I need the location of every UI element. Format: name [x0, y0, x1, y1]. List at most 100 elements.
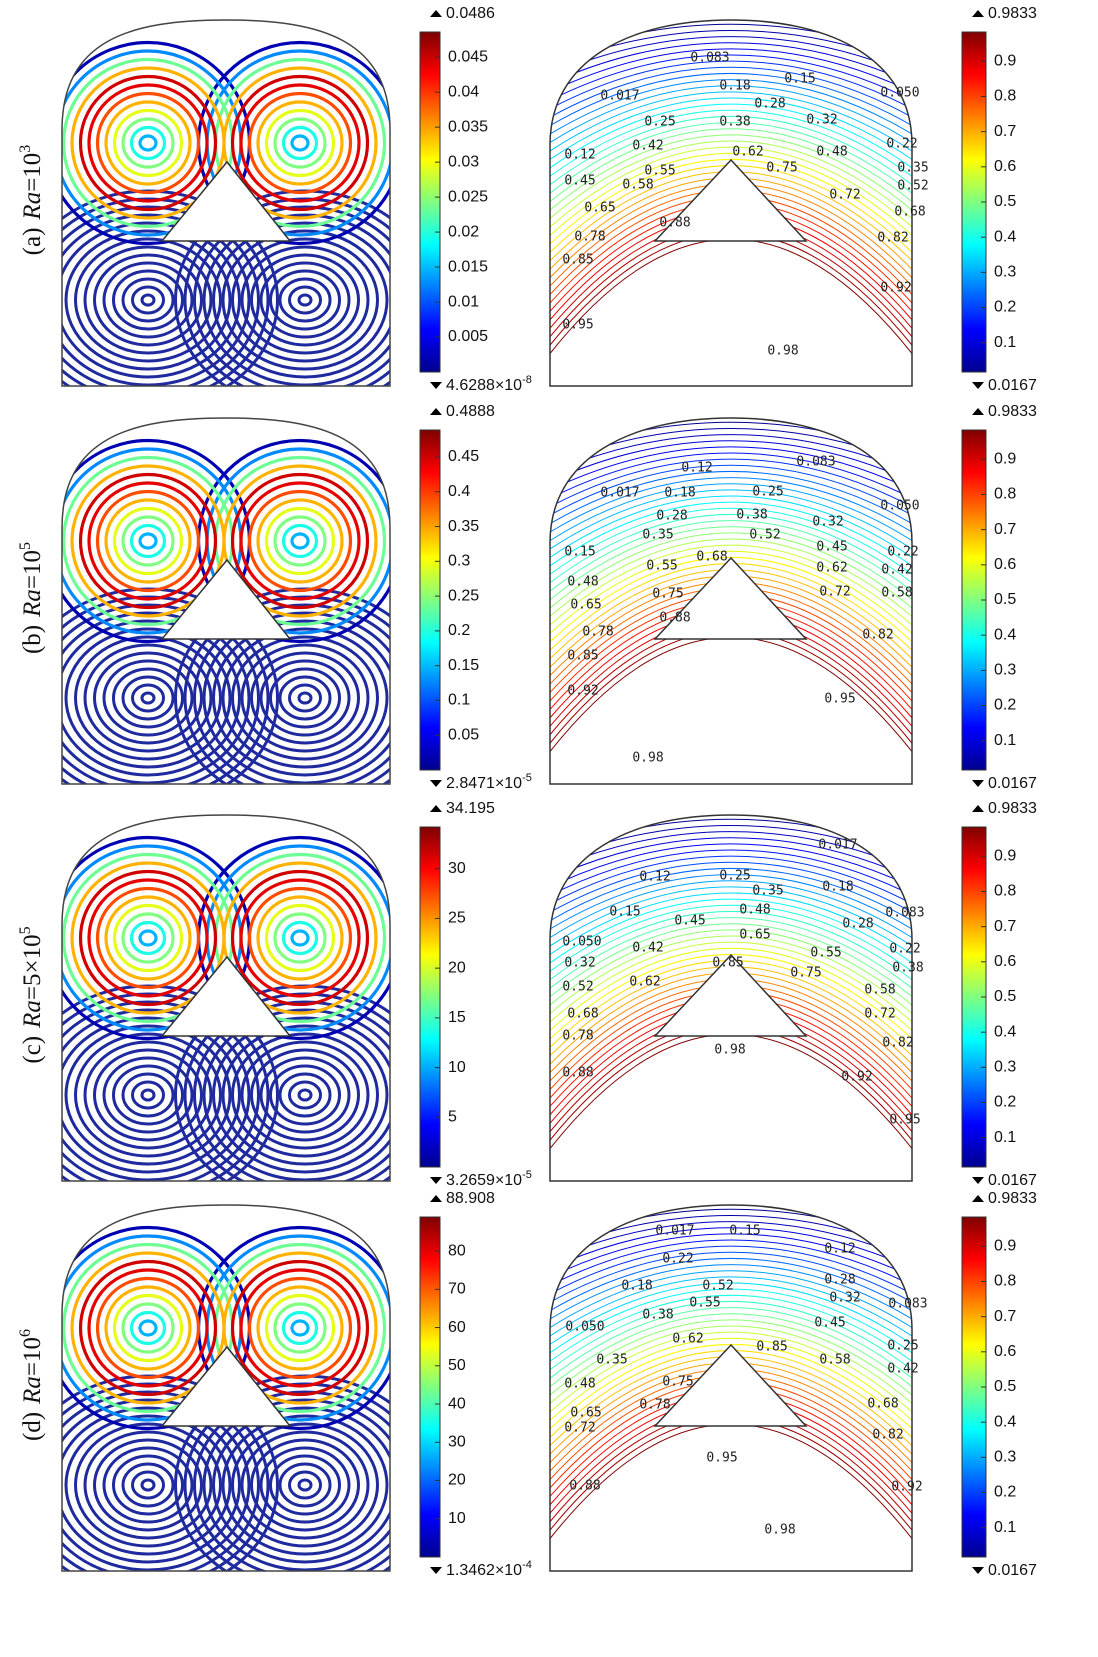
row-value: =10 — [19, 1337, 46, 1376]
isotherm-label: 0.52 — [897, 179, 928, 194]
isotherm-label: 0.15 — [609, 905, 640, 920]
isotherm-label: 0.050 — [880, 86, 919, 101]
colorbar-min-label: 2.8471×10 — [446, 775, 522, 792]
isotherm-label: 0.85 — [567, 649, 598, 664]
isotherm — [550, 73, 912, 130]
colorbar-tick-label: 0.2 — [448, 622, 470, 639]
lower-streamline — [202, 213, 390, 386]
upper-streamline — [222, 1251, 378, 1405]
colorbar-tick-label: 0.3 — [994, 1449, 1016, 1466]
isotherm-label: 0.88 — [659, 216, 690, 231]
lower-streamline — [121, 675, 175, 721]
isotherm — [550, 898, 912, 967]
isotherm — [550, 874, 912, 933]
isotherm — [550, 1331, 912, 1417]
upper-streamline — [239, 878, 361, 998]
upper-streamline — [138, 1319, 158, 1337]
obstacle — [653, 1343, 808, 1427]
isotherm-label: 0.28 — [656, 509, 687, 524]
isotherm — [550, 483, 912, 545]
isotherm — [550, 831, 912, 873]
lower-streamline — [231, 237, 379, 363]
lower-streamline — [140, 691, 156, 705]
isotherm-label: 0.12 — [681, 461, 712, 476]
colorbar-min: 1.3462×10-4 — [446, 1559, 532, 1579]
isotherm-label: 0.28 — [754, 97, 785, 112]
upper-streamline — [290, 1319, 310, 1337]
isotherm — [550, 489, 912, 553]
isotherm-label: 0.42 — [632, 139, 663, 154]
colorbar-min: 0.0167 — [988, 377, 1037, 394]
isotherm-label: 0.75 — [662, 1375, 693, 1390]
streamline-plot — [62, 1225, 390, 1571]
colorbar-tick-label: 0.025 — [448, 188, 488, 205]
colorbar-tick-label: 0.03 — [448, 153, 479, 170]
upper-streamline — [112, 506, 184, 576]
isotherm — [550, 544, 912, 630]
row-label: (a) Ra=103 — [17, 145, 46, 256]
row-symbol: Ra — [19, 192, 46, 221]
isotherm — [550, 630, 912, 750]
isotherm-label: 0.95 — [706, 1451, 737, 1466]
isotherm-label: 0.78 — [639, 1398, 670, 1413]
isotherm-label: 0.62 — [629, 975, 660, 990]
colorbar-tick-label: 0.7 — [994, 521, 1016, 538]
lower-streamline — [112, 1454, 184, 1516]
isotherm — [550, 91, 912, 155]
isotherm — [550, 232, 912, 352]
colorbar-tick-label: 0.9 — [994, 1238, 1016, 1255]
lower-streamline — [288, 285, 322, 315]
colorbar-tick-label: 25 — [448, 910, 466, 927]
colorbar-min-label: 4.6288×10 — [446, 377, 522, 394]
upper-streamline — [121, 1302, 175, 1354]
lower-streamline — [74, 1422, 222, 1548]
upper-streamline — [230, 869, 370, 1007]
isotherm-label: 0.28 — [842, 917, 873, 932]
colorbar-tick-label: 0.2 — [994, 697, 1016, 714]
isotherm-label: 0.55 — [810, 946, 841, 961]
lower-streamline — [278, 1072, 332, 1118]
isotherm-label: 0.25 — [644, 115, 675, 130]
lower-streamline — [74, 237, 222, 363]
row-exponent: 3 — [17, 145, 34, 153]
colorbar-tick-label: 0.3 — [994, 1059, 1016, 1076]
isotherm — [550, 868, 912, 925]
colorbar-max: 88.908 — [446, 1190, 495, 1207]
isotherm-label: 0.65 — [584, 201, 615, 216]
upper-streamline — [112, 903, 184, 973]
lower-streamline — [183, 992, 390, 1181]
upper-streamline — [256, 100, 344, 186]
isotherm-label: 0.72 — [819, 585, 850, 600]
colorbar-min: 2.8471×10-5 — [446, 772, 532, 792]
isotherm-outline — [549, 814, 913, 1182]
isotherm-label: 0.45 — [816, 540, 847, 555]
upper-streamline — [239, 1268, 361, 1388]
isotherm-label: 0.75 — [766, 161, 797, 176]
isotherm — [550, 1221, 912, 1263]
colorbar-tick-label: 80 — [448, 1242, 466, 1259]
colorbar-tick-label: 0.045 — [448, 48, 488, 65]
isotherm-label: 0.22 — [887, 545, 918, 560]
isotherm-label: 0.95 — [889, 1113, 920, 1128]
colorbar-tick-label: 0.02 — [448, 223, 479, 240]
isotherm-label: 0.82 — [882, 1036, 913, 1051]
isotherm-label: 0.38 — [642, 1308, 673, 1323]
lower-streamline — [259, 1056, 351, 1134]
upper-streamline — [129, 1310, 167, 1346]
isotherm-label: 0.12 — [639, 870, 670, 885]
colorbar-tick-label: 0.6 — [994, 556, 1016, 573]
lower-streamline — [193, 205, 390, 386]
colorbar-max: 0.9833 — [988, 5, 1037, 22]
colorbar-tick-label: 50 — [448, 1357, 466, 1374]
lower-streamline — [221, 229, 389, 371]
colorbar-tick-label: 5 — [448, 1109, 457, 1126]
colorbar-tick-label: 0.2 — [994, 1484, 1016, 1501]
isotherm — [550, 134, 912, 215]
upper-streamline — [247, 1276, 353, 1380]
isotherm-label: 0.72 — [829, 188, 860, 203]
obstacle — [653, 953, 808, 1037]
isotherm — [550, 66, 912, 121]
upper-streamline — [256, 895, 344, 981]
isotherm — [550, 911, 912, 984]
obstacle — [160, 558, 292, 640]
